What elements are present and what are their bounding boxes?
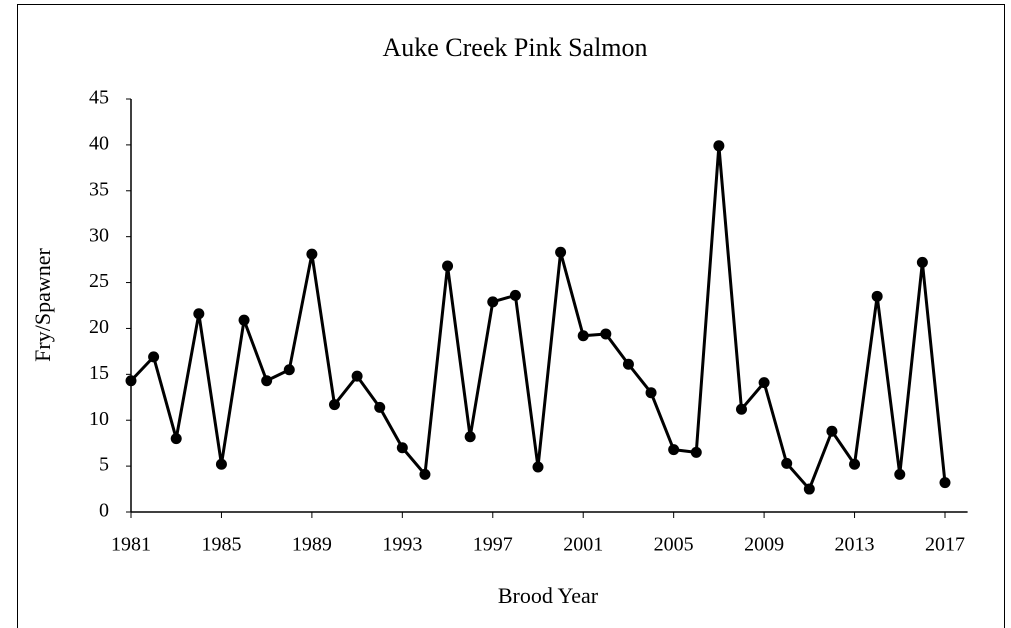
data-point xyxy=(374,401,386,413)
data-point xyxy=(577,330,589,342)
data-point xyxy=(600,328,612,340)
x-tick-label: 2005 xyxy=(654,534,694,556)
y-tick-label: 30 xyxy=(89,224,109,246)
x-tick-label: 1993 xyxy=(382,534,422,556)
x-tick-label: 1997 xyxy=(473,534,513,556)
data-point xyxy=(442,260,454,272)
data-point xyxy=(487,296,499,308)
chart-frame xyxy=(17,4,1005,628)
data-point xyxy=(193,308,205,320)
x-axis-label: Brood Year xyxy=(498,583,599,608)
data-point xyxy=(238,314,250,326)
chart-title: Auke Creek Pink Salmon xyxy=(382,33,647,62)
x-tick-label: 2001 xyxy=(563,534,603,556)
data-point xyxy=(261,375,273,387)
y-tick-label: 40 xyxy=(89,132,109,154)
data-point xyxy=(668,444,680,456)
data-point xyxy=(645,387,657,399)
data-point xyxy=(826,425,838,437)
data-point xyxy=(283,364,295,376)
x-tick-label: 1985 xyxy=(201,534,241,556)
y-tick-label: 10 xyxy=(89,408,109,430)
data-point xyxy=(419,468,431,480)
y-axis-label: Fry/Spawner xyxy=(30,248,55,362)
x-tick-label: 1981 xyxy=(111,534,151,556)
data-point xyxy=(351,370,363,382)
data-point xyxy=(328,399,340,411)
y-tick-label: 0 xyxy=(99,500,109,522)
data-point xyxy=(916,256,928,268)
data-point xyxy=(803,483,815,495)
data-point xyxy=(464,431,476,443)
data-point xyxy=(939,477,951,489)
y-tick-label: 5 xyxy=(99,454,109,476)
data-point xyxy=(735,403,747,415)
data-point xyxy=(758,377,770,389)
y-tick-label: 35 xyxy=(89,178,109,200)
data-point xyxy=(170,433,182,445)
data-point xyxy=(690,446,702,458)
data-point xyxy=(555,246,567,258)
data-point xyxy=(713,140,725,152)
data-point xyxy=(532,461,544,473)
y-tick-label: 45 xyxy=(89,87,109,109)
data-point xyxy=(306,248,318,260)
y-tick-label: 15 xyxy=(89,362,109,384)
y-tick-label: 25 xyxy=(89,270,109,292)
data-point xyxy=(894,468,906,480)
data-point xyxy=(849,458,861,470)
data-point xyxy=(871,290,883,302)
x-tick-label: 2017 xyxy=(925,534,965,556)
data-point xyxy=(215,458,227,470)
data-point xyxy=(622,358,634,370)
x-tick-label: 2013 xyxy=(835,534,875,556)
data-point xyxy=(509,289,521,301)
data-point xyxy=(781,457,793,469)
y-tick-label: 20 xyxy=(89,316,109,338)
x-tick-label: 1989 xyxy=(292,534,332,556)
data-point xyxy=(125,375,137,387)
data-point xyxy=(396,442,408,454)
x-tick-label: 2009 xyxy=(744,534,784,556)
data-point xyxy=(148,351,160,363)
